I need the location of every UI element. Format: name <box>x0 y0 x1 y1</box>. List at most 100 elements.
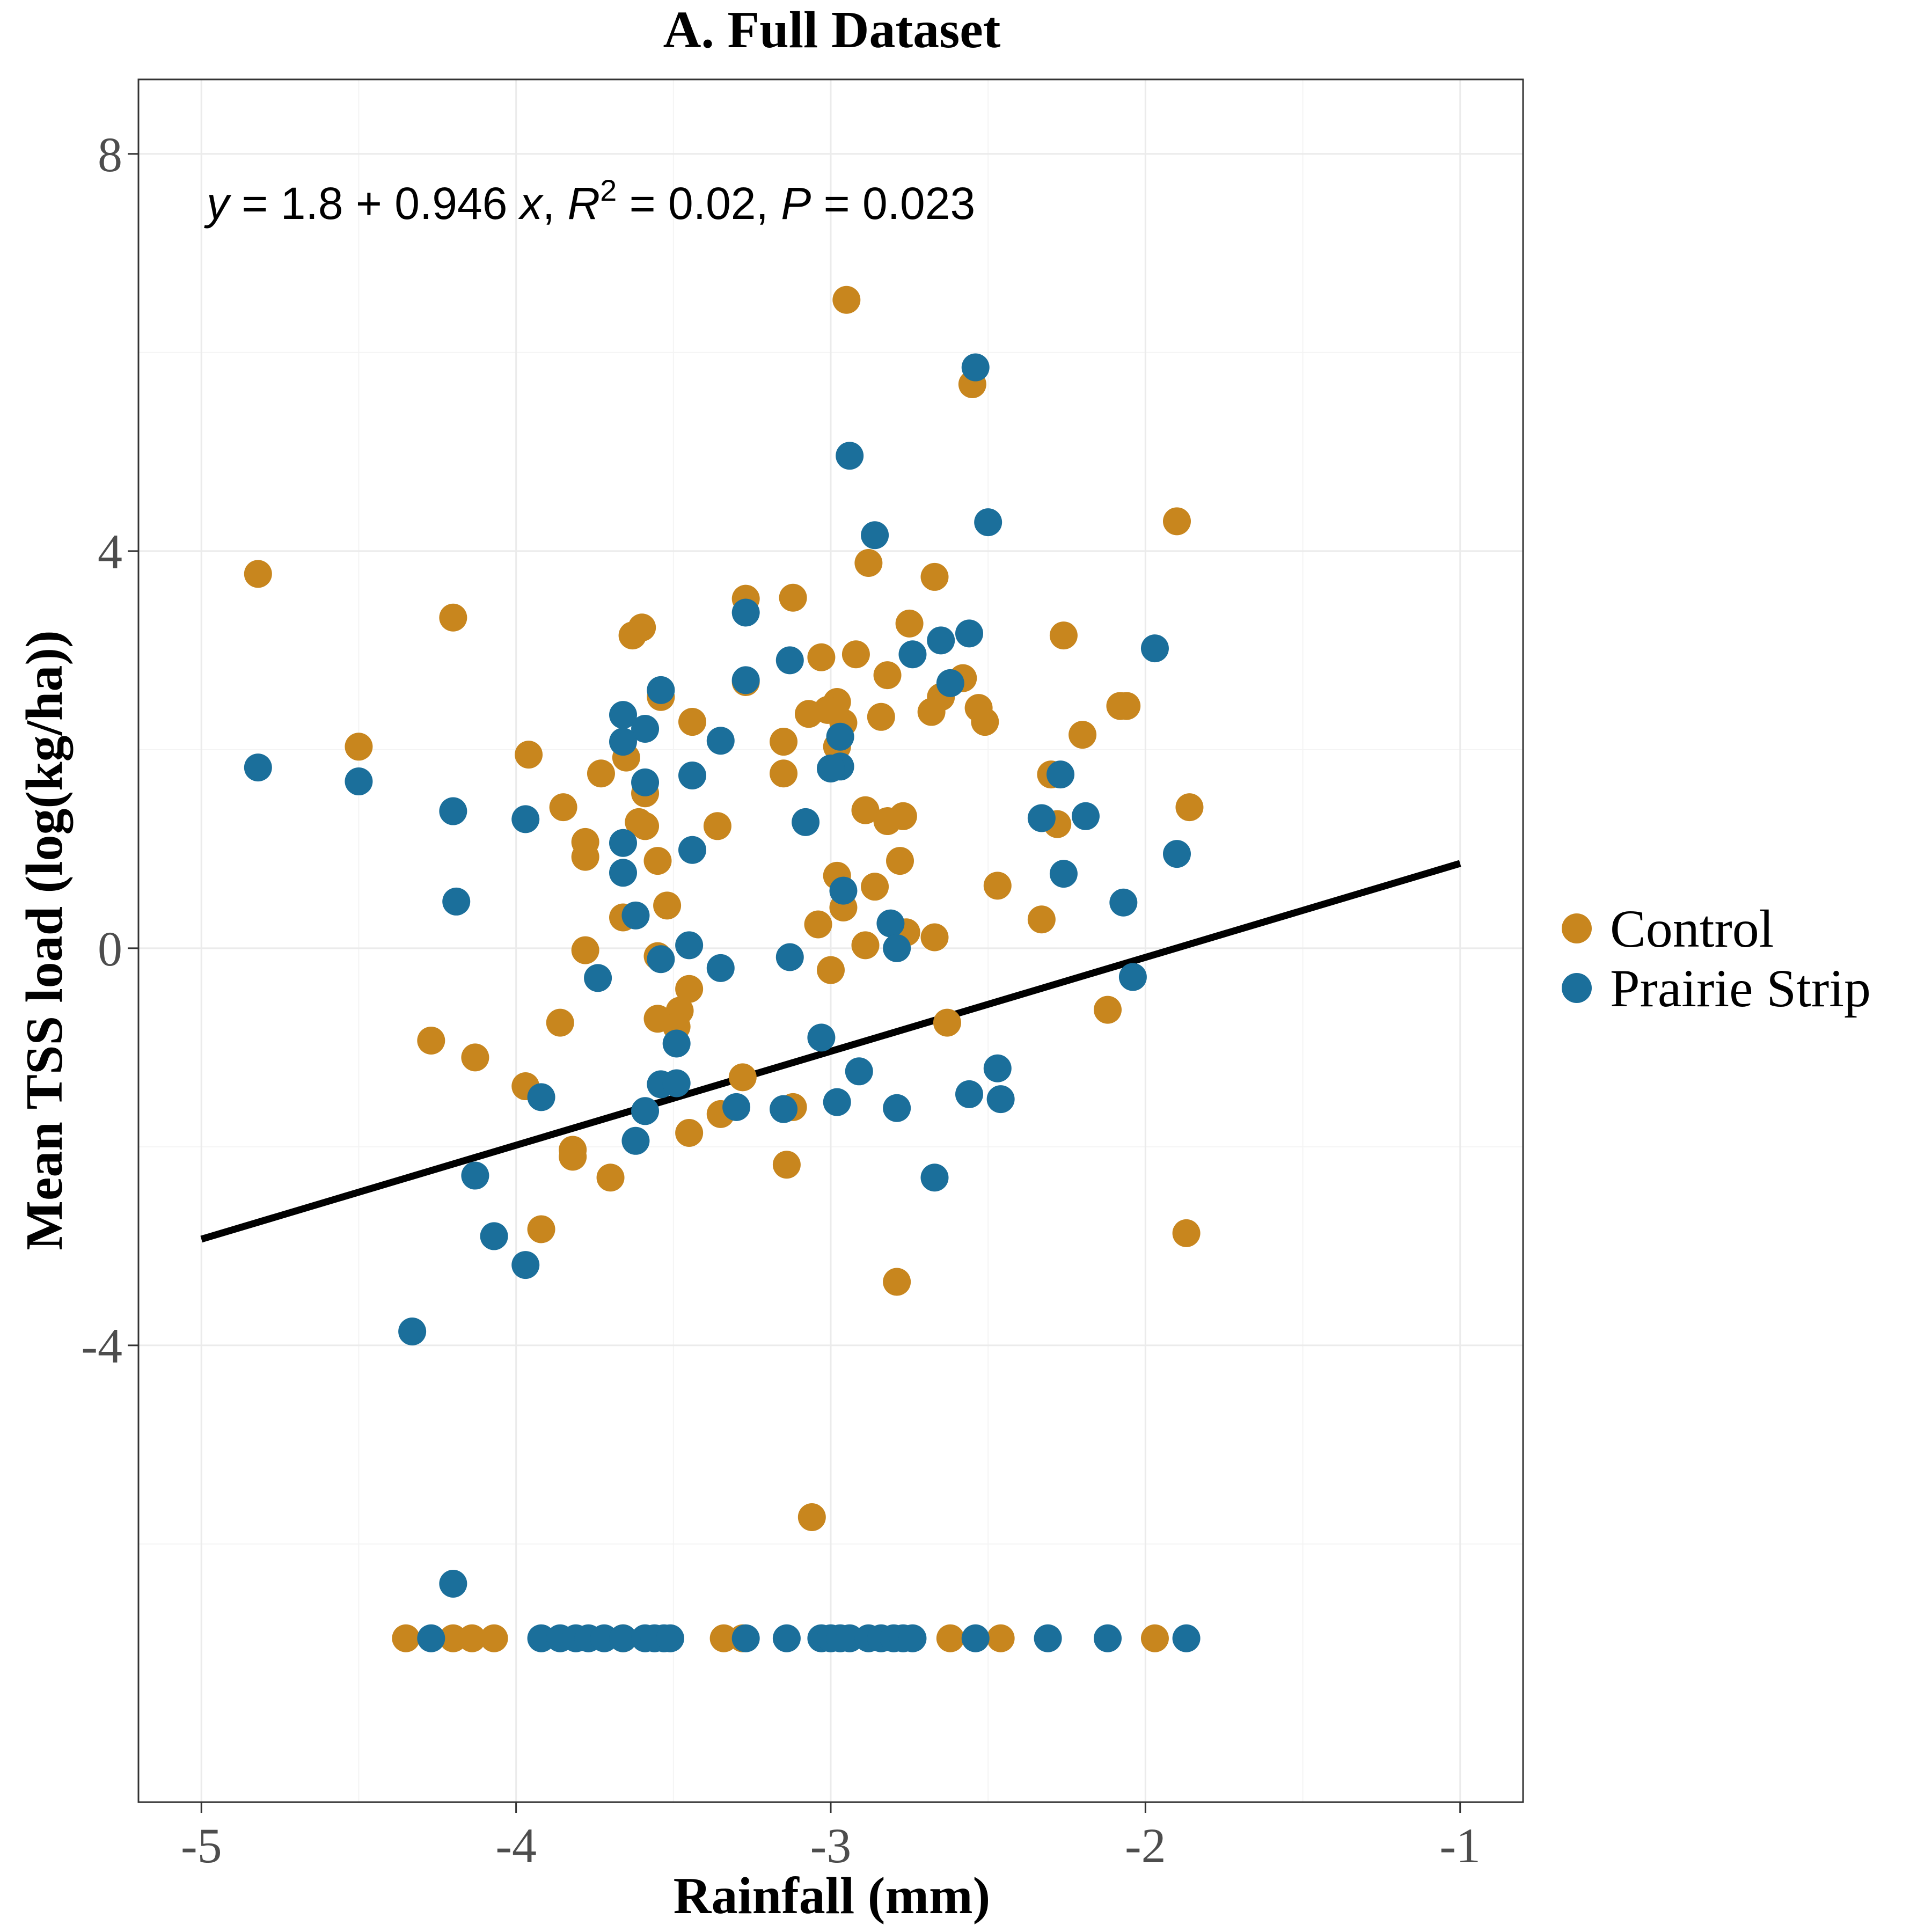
chart-title: A. Full Dataset <box>663 1 1001 59</box>
data-point <box>861 521 889 550</box>
data-point <box>244 560 272 588</box>
data-point <box>244 753 272 782</box>
data-point <box>731 1624 760 1652</box>
y-axis-title: Mean TSS load (log(kg/ha)) <box>16 630 74 1250</box>
data-point <box>559 1143 587 1171</box>
x-axis: -5 -4 -3 -2 -1 <box>181 1802 1481 1873</box>
data-point <box>1049 621 1078 650</box>
data-point <box>515 741 543 769</box>
data-point <box>794 700 823 728</box>
data-point <box>836 442 864 470</box>
legend-key <box>1562 973 1592 1003</box>
data-point <box>779 583 807 612</box>
eq-r-var: R <box>567 178 600 229</box>
data-point <box>775 943 804 971</box>
data-point <box>807 1023 836 1052</box>
data-point <box>883 934 911 962</box>
data-point <box>829 876 858 905</box>
data-point <box>480 1624 508 1652</box>
data-point <box>345 767 373 796</box>
data-point <box>662 1029 691 1058</box>
data-point <box>675 931 704 960</box>
data-point <box>936 669 964 697</box>
data-point <box>461 1161 489 1190</box>
grid <box>138 79 1523 1802</box>
data-point <box>1172 1219 1201 1247</box>
data-point <box>1175 793 1204 822</box>
data-point <box>772 1151 801 1179</box>
data-point <box>1027 804 1056 832</box>
data-point <box>867 702 895 731</box>
data-point <box>861 873 889 901</box>
data-point <box>731 666 760 694</box>
eq-r-rest: = 0.02, <box>617 178 781 229</box>
data-point <box>511 805 540 833</box>
data-point <box>832 286 861 314</box>
data-point <box>442 887 471 916</box>
data-point <box>609 1624 637 1652</box>
data-point <box>770 759 798 788</box>
data-point <box>511 1251 540 1279</box>
data-point <box>772 1624 801 1652</box>
data-point <box>678 836 706 864</box>
data-point <box>417 1624 445 1652</box>
data-point <box>1140 634 1169 663</box>
data-point <box>571 936 599 964</box>
data-point <box>1094 1624 1122 1652</box>
data-point <box>653 891 682 920</box>
x-tick-label: -3 <box>810 1818 852 1873</box>
eq-middle: = 1.8 + 0.946 <box>229 178 520 229</box>
data-point <box>458 1624 486 1652</box>
data-point <box>927 626 955 655</box>
data-point <box>845 1057 873 1086</box>
data-point <box>621 1126 650 1155</box>
data-point <box>609 859 637 887</box>
data-point <box>1109 888 1138 917</box>
data-point <box>678 708 706 736</box>
series-prairie-strip <box>244 353 1201 1652</box>
data-point <box>1034 1624 1062 1652</box>
legend-key <box>1562 913 1592 943</box>
data-point <box>961 1624 990 1652</box>
data-point <box>675 975 704 1003</box>
x-tick-label: -5 <box>181 1818 222 1873</box>
x-axis-title: Rainfall (mm) <box>674 1867 991 1925</box>
data-point <box>851 796 880 824</box>
data-point <box>417 1026 445 1055</box>
data-point <box>817 755 845 782</box>
y-tick-label: 4 <box>98 524 122 579</box>
eq-p-var: P <box>781 178 811 229</box>
data-point <box>549 793 577 822</box>
data-point <box>609 701 637 729</box>
y-tick-label: -4 <box>81 1319 122 1373</box>
data-point <box>656 1624 684 1652</box>
data-point <box>986 1085 1015 1114</box>
data-point <box>571 843 599 871</box>
x-tick-label: -1 <box>1439 1818 1481 1873</box>
data-point <box>675 1119 704 1147</box>
data-point <box>647 945 675 974</box>
data-point <box>631 768 660 796</box>
data-point <box>392 1624 420 1652</box>
data-point <box>398 1318 427 1346</box>
data-point <box>920 923 949 952</box>
data-point <box>596 1163 625 1192</box>
eq-p-rest: = 0.023 <box>811 178 975 229</box>
data-point <box>797 1503 826 1532</box>
data-point <box>527 1215 555 1243</box>
data-point <box>898 640 927 669</box>
data-point <box>703 812 731 840</box>
data-point <box>643 847 672 875</box>
data-point <box>461 1043 489 1072</box>
data-point <box>439 603 467 632</box>
data-point <box>961 353 990 382</box>
data-point <box>731 598 760 627</box>
data-point <box>883 1268 911 1296</box>
eq-r-sup: 2 <box>600 173 617 207</box>
data-point <box>1140 1624 1169 1652</box>
data-point <box>804 910 832 939</box>
eq-x-var: x <box>518 178 544 229</box>
data-point <box>770 728 798 756</box>
regression-equation: y = 1.8 + 0.946 x, R2 = 0.02, P = 0.023 <box>204 173 975 229</box>
